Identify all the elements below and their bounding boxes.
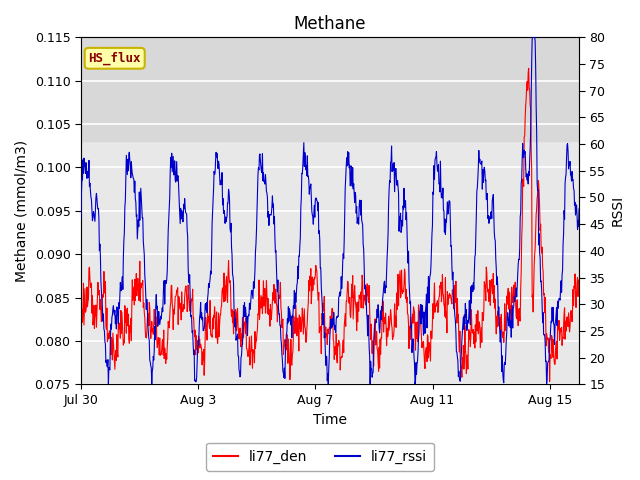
Title: Methane: Methane (294, 15, 366, 33)
Legend: li77_den, li77_rssi: li77_den, li77_rssi (206, 443, 434, 471)
Bar (81, 37, 579, 142)
X-axis label: Time: Time (313, 413, 347, 427)
Text: HS_flux: HS_flux (88, 52, 141, 65)
Y-axis label: RSSI: RSSI (611, 195, 625, 227)
Y-axis label: Methane (mmol/m3): Methane (mmol/m3) (15, 140, 29, 282)
